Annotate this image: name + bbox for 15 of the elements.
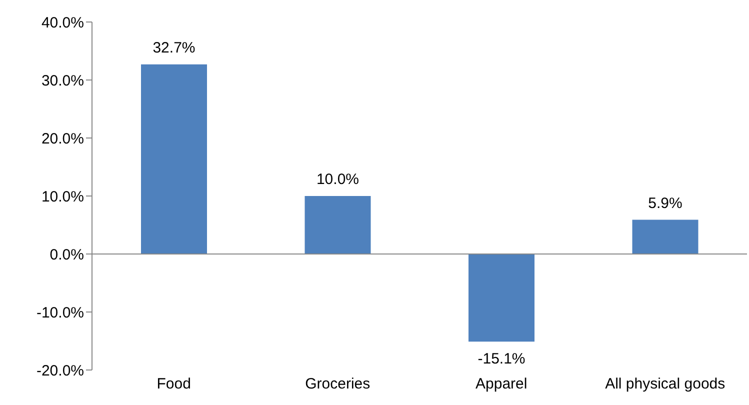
y-tick-label: -20.0% xyxy=(36,362,84,380)
y-tick-label: 30.0% xyxy=(41,72,84,90)
y-tick-label: 0.0% xyxy=(50,246,84,264)
x-tick-label: Apparel xyxy=(476,376,528,393)
data-label: 32.7% xyxy=(152,39,196,56)
y-tick-label: 40.0% xyxy=(41,14,84,32)
y-tick-label: -10.0% xyxy=(36,304,84,322)
data-label: 5.9% xyxy=(648,194,682,212)
y-tick-label: 10.0% xyxy=(41,188,84,206)
x-tick-label: All physical goods xyxy=(605,376,726,393)
data-label: 10.0% xyxy=(316,171,360,188)
data-label: -15.1% xyxy=(478,350,526,368)
x-tick-label: Groceries xyxy=(305,376,370,393)
x-tick-label: Food xyxy=(156,376,191,393)
y-tick-label: 20.0% xyxy=(41,130,84,148)
